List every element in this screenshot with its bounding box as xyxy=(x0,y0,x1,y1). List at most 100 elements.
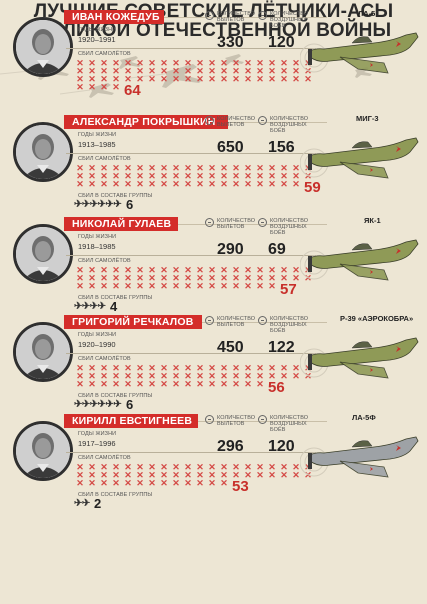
plane-mark: ✕ xyxy=(280,265,288,275)
plane-mark: ✕ xyxy=(256,58,264,68)
plane-mark: ✕ xyxy=(160,470,168,480)
sorties-value: 450 xyxy=(217,339,244,356)
pilot-name: КИРИЛЛ ЕВСТИГНЕЕВ xyxy=(64,414,198,428)
plane-mark: ✕ xyxy=(88,478,96,488)
plane-mark: ✕ xyxy=(148,171,156,181)
sorties-icon xyxy=(205,218,214,227)
group-marks: ✈✈ xyxy=(74,498,90,509)
battles-icon xyxy=(258,415,267,424)
plane-mark: ✕ xyxy=(220,74,228,84)
plane-mark: ✕ xyxy=(76,179,84,189)
plane-mark: ✕ xyxy=(292,171,300,181)
background-planes-illustration xyxy=(0,54,372,98)
plane-mark: ✕ xyxy=(232,371,240,381)
plane-mark: ✕ xyxy=(268,363,276,373)
plane-mark: ✕ xyxy=(244,371,252,381)
plane-mark: ✕ xyxy=(232,66,240,76)
plane-mark: ✕ xyxy=(172,265,180,275)
plane-mark: ✕ xyxy=(232,265,240,275)
plane-mark: ✕ xyxy=(244,462,252,472)
plane-mark: ✕ xyxy=(160,478,168,488)
plane-mark: ✕ xyxy=(172,478,180,488)
sorties-value: 290 xyxy=(217,241,244,258)
plane-mark: ✕ xyxy=(148,379,156,389)
plane-mark: ✕ xyxy=(124,179,132,189)
plane-mark: ✕ xyxy=(88,74,96,84)
shot-down-label: СБИЛ САМОЛЁТОВ xyxy=(78,455,131,461)
plane-mark: ✕ xyxy=(196,371,204,381)
battles-value: 156 xyxy=(268,139,295,156)
sorties-icon xyxy=(205,11,214,20)
plane-mark: ✕ xyxy=(304,163,312,173)
plane-mark: ✕ xyxy=(232,171,240,181)
plane-mark: ✕ xyxy=(160,265,168,275)
plane-mark: ✕ xyxy=(76,273,84,283)
shot-down-marks: ✕ ✕ ✕ ✕ ✕ ✕ ✕ ✕ ✕ ✕ ✕ ✕ ✕ ✕ ✕ ✕ ✕ ✕ ✕ ✕ ✕ ✕ ✕ ✕ ✕ ✕ ✕ ✕ ✕ ✕ ✕ ✕ ✕ ✕ ✕ ✕ ✕ ✕ ✕ ✕… xyxy=(74,163,314,189)
plane-mark: ✕ xyxy=(148,363,156,373)
plane-mark: ✕ xyxy=(136,363,144,373)
plane-mark: ✕ xyxy=(88,179,96,189)
life-years-value: 1920–1991 xyxy=(78,35,116,44)
plane-mark: ✕ xyxy=(76,363,84,373)
plane-mark: ✕ xyxy=(136,265,144,275)
plane-mark: ✕ xyxy=(76,478,84,488)
pilot-card: АЛЕКСАНДР ПОКРЫШКИН ГОДЫ ЖИЗНИ 1913–1985 КО… xyxy=(0,110,427,222)
plane-mark: ✕ xyxy=(268,179,276,189)
pilot-portrait xyxy=(13,322,73,382)
plane-mark: ✕ xyxy=(292,273,300,283)
plane-mark: ✕ xyxy=(76,58,84,68)
battles-label: КОЛИЧЕСТВО ВОЗДУШНЫХ БОЁВ xyxy=(270,11,309,29)
plane-mark: ✕ xyxy=(256,179,264,189)
plane-mark: ✕ xyxy=(100,379,108,389)
plane-mark: ✕ xyxy=(304,58,312,68)
plane-mark: ✕ xyxy=(208,74,216,84)
life-years-label: ГОДЫ ЖИЗНИ xyxy=(78,332,117,338)
plane-mark: ✕ xyxy=(208,163,216,173)
shot-down-marks: ✕ ✕ ✕ ✕ ✕ ✕ ✕ ✕ ✕ ✕ ✕ ✕ ✕ ✕ ✕ ✕ ✕ ✕ ✕ ✕ ✕ ✕ ✕ ✕ ✕ ✕ ✕ ✕ ✕ ✕ ✕ ✕ ✕ ✕ ✕ ✕ ✕ ✕ ✕ ✕… xyxy=(74,363,314,389)
plane-mark: ✕ xyxy=(100,163,108,173)
plane-mark: ✕ xyxy=(244,163,252,173)
sorties-label: КОЛИЧЕСТВО ВЫЛЕТОВ xyxy=(217,116,256,128)
life-years-label: ГОДЫ ЖИЗНИ xyxy=(78,132,117,138)
group-label: СБИЛ В СОСТАВЕ ГРУППЫ xyxy=(78,295,153,301)
plane-mark: ✕ xyxy=(160,163,168,173)
plane-name: ЛА-5 xyxy=(358,9,376,18)
plane-mark: ✕ xyxy=(268,163,276,173)
sorties-icon xyxy=(205,415,214,424)
plane-mark: ✕ xyxy=(292,462,300,472)
life-years-label: ГОДЫ ЖИЗНИ xyxy=(78,27,117,33)
plane-mark: ✕ xyxy=(256,163,264,173)
plane-mark: ✕ xyxy=(292,74,300,84)
plane-mark: ✕ xyxy=(196,171,204,181)
plane-mark: ✕ xyxy=(208,171,216,181)
plane-mark: ✕ xyxy=(124,379,132,389)
plane-mark: ✕ xyxy=(244,58,252,68)
shot-down-count: 53 xyxy=(232,478,249,495)
life-years-value: 1917–1996 xyxy=(78,439,116,448)
plane-name: ЛА-5Ф xyxy=(352,413,376,422)
group-count: 6 xyxy=(126,197,134,212)
plane-mark: ✕ xyxy=(88,265,96,275)
plane-mark: ✕ xyxy=(220,179,228,189)
sorties-value: 296 xyxy=(217,438,244,455)
plane-mark: ✕ xyxy=(268,171,276,181)
plane-mark: ✕ xyxy=(232,179,240,189)
plane-mark: ✕ xyxy=(220,66,228,76)
plane-mark: ✕ xyxy=(76,171,84,181)
shot-down-label: СБИЛ САМОЛЁТОВ xyxy=(78,356,131,362)
plane-mark: ✕ xyxy=(136,179,144,189)
plane-mark: ✕ xyxy=(160,171,168,181)
plane-mark: ✕ xyxy=(76,379,84,389)
divider xyxy=(66,452,316,453)
plane-mark: ✕ xyxy=(100,478,108,488)
plane-mark: ✕ xyxy=(148,470,156,480)
plane-mark: ✕ xyxy=(280,363,288,373)
plane-mark: ✕ xyxy=(172,66,180,76)
plane-mark: ✕ xyxy=(244,265,252,275)
plane-mark: ✕ xyxy=(244,179,252,189)
battles-icon xyxy=(258,316,267,325)
plane-mark: ✕ xyxy=(184,179,192,189)
plane-mark: ✕ xyxy=(220,478,228,488)
shot-down-count: 56 xyxy=(268,379,285,396)
plane-mark: ✕ xyxy=(148,74,156,84)
